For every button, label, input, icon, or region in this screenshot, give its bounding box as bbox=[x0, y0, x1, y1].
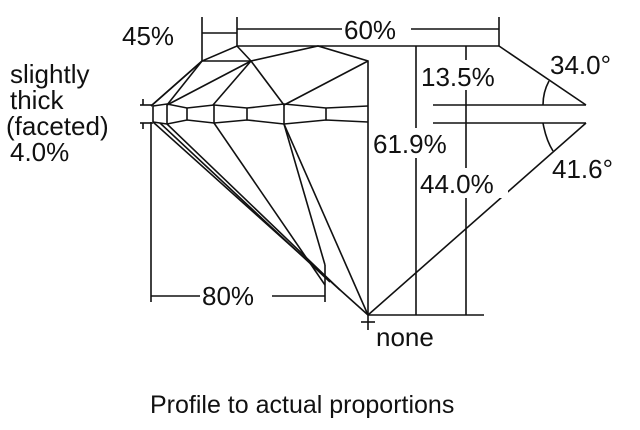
label-girdle-1: slightly bbox=[10, 59, 89, 89]
label-pavilion-angle: 41.6° bbox=[552, 154, 613, 184]
label-table-pct: 60% bbox=[344, 15, 396, 45]
label-lower-half: 80% bbox=[202, 281, 254, 311]
label-total-depth: 61.9% bbox=[373, 129, 447, 159]
label-crown-angle: 34.0° bbox=[550, 50, 611, 80]
pavilion-angle-arc bbox=[542, 122, 554, 152]
label-crown-height: 13.5% bbox=[421, 62, 495, 92]
girdle bbox=[140, 99, 369, 129]
caption: Profile to actual proportions bbox=[150, 391, 454, 419]
label-girdle-3: (faceted) bbox=[6, 111, 109, 141]
label-girdle-4: 4.0% bbox=[10, 137, 69, 167]
angle-profile bbox=[367, 45, 587, 316]
label-culet: none bbox=[376, 322, 434, 352]
crown-outline bbox=[150, 45, 499, 315]
label-45pct: 45% bbox=[122, 21, 174, 51]
label-pavilion-depth: 44.0% bbox=[420, 169, 494, 199]
crown-angle-arc bbox=[542, 80, 550, 106]
pavilion-outline bbox=[150, 121, 375, 330]
label-girdle-2: thick bbox=[10, 85, 64, 115]
